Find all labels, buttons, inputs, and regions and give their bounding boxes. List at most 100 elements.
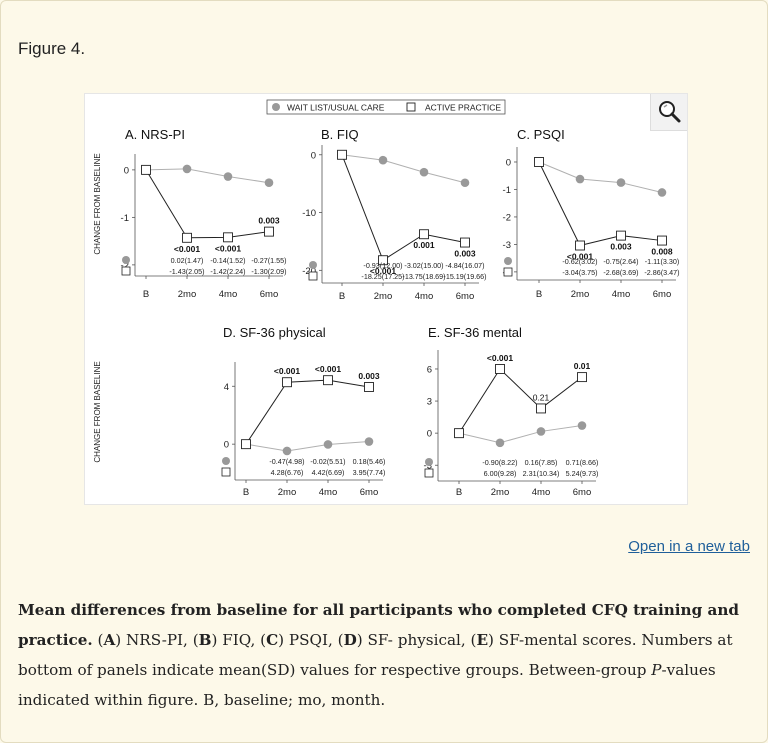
data-point-wait-list: [419, 167, 429, 177]
data-point-active: [364, 382, 374, 392]
x-tick-label: B: [339, 291, 345, 302]
stat-wait-list: -0.27(1.55): [251, 256, 286, 265]
x-tick-label: B: [456, 487, 462, 498]
y-tick-label: -20: [302, 266, 316, 277]
caption-segment: E: [476, 631, 489, 649]
stats-active-marker: [424, 468, 434, 478]
stat-wait-list: -4.84(16.07): [445, 261, 484, 270]
p-value-label: <0.001: [567, 252, 594, 262]
y-axis-label: CHANGE FROM BASELINE: [93, 153, 102, 254]
p-value-label: 0.003: [610, 242, 632, 252]
data-point-wait-list: [364, 437, 374, 446]
legend-box: [266, 99, 506, 115]
data-point-wait-list: [495, 438, 505, 448]
stat-active: 5.24(9.73): [566, 469, 599, 478]
caption-text: (A) NRS-PI, (B) FIQ, (C) PSQI, (D) SF- p…: [18, 631, 733, 709]
figure-image: WAIT LIST/USUAL CARE ACTIVE PRACTICE A. NR…: [84, 93, 688, 505]
x-tick-label: 6mo: [260, 289, 278, 300]
data-point-active: [141, 164, 151, 175]
magnify-button[interactable]: [650, 94, 687, 131]
stats-active-marker: [503, 267, 513, 277]
stats-wait-marker: [309, 261, 317, 269]
stat-active: -18.25(17.25): [361, 272, 404, 281]
stats-wait-marker: [504, 257, 512, 265]
p-value-label: 0.21: [533, 392, 550, 402]
caption-segment: ) FIQ, (: [211, 631, 267, 649]
data-point-active: [536, 403, 546, 414]
y-tick-label: 0: [506, 157, 511, 168]
stat-active: -1.42(2.24): [210, 267, 245, 276]
open-in-new-tab-link[interactable]: Open in a new tab: [628, 538, 750, 555]
p-value-label: 0.003: [358, 371, 380, 381]
data-point-active: [378, 255, 388, 266]
series-line-active: [245, 379, 370, 445]
data-point-active: [495, 364, 505, 374]
stat-active: 6.00(9.28): [484, 469, 517, 478]
stat-active: 4.42(6.69): [312, 468, 345, 477]
data-point-wait-list: [223, 172, 233, 181]
stat-wait-list: 0.02(1.47): [171, 256, 204, 265]
stats-wait-marker: [425, 458, 433, 466]
stats-active-marker: [121, 266, 131, 276]
stat-active: -13.75(18.69): [402, 272, 445, 281]
stats-active-marker: [221, 467, 231, 477]
x-tick-label: 4mo: [612, 289, 630, 300]
stat-wait-list: 0.71(8.66): [566, 458, 599, 467]
data-point-wait-list: [264, 178, 274, 187]
data-point-wait-list: [282, 446, 292, 456]
p-value-label: <0.001: [215, 243, 242, 253]
caption-segment: A: [103, 631, 116, 649]
series-line-wait-list: [458, 425, 583, 444]
x-tick-label: 2mo: [178, 289, 196, 300]
data-point-active: [534, 157, 544, 167]
x-tick-label: 4mo: [532, 487, 550, 498]
p-value-label: <0.001: [174, 244, 201, 254]
data-point-wait-list: [657, 188, 667, 197]
stat-wait-list: -0.62(3.02): [562, 257, 597, 266]
x-tick-label: 6mo: [573, 487, 591, 498]
stat-wait-list: -0.02(5.51): [310, 457, 345, 466]
x-tick-label: B: [536, 289, 542, 300]
legend-wait-marker: [272, 103, 280, 111]
series-line-active: [145, 169, 270, 239]
x-tick-label: 2mo: [374, 291, 392, 302]
y-tick-label: -3: [503, 240, 511, 251]
p-value-label: <0.001: [274, 366, 301, 376]
stat-active: -1.30(2.09): [251, 267, 286, 276]
stat-active: -1.43(2.05): [169, 267, 204, 276]
figure-label: Figure 4.: [18, 39, 86, 58]
series-line-wait-list: [538, 161, 663, 193]
legend-wait-label: WAIT LIST/USUAL CARE: [287, 103, 385, 113]
p-value-label: 0.003: [454, 249, 476, 259]
data-point-active: [323, 375, 333, 386]
data-point-active: [616, 230, 626, 241]
caption-title-end: .: [87, 631, 93, 649]
caption-segment: -values indicated within figure. B, base…: [18, 661, 716, 709]
data-point-active: [337, 149, 347, 160]
data-point-wait-list: [323, 440, 333, 449]
data-point-active: [460, 237, 470, 248]
legend-active-label: ACTIVE PRACTICE: [425, 103, 501, 113]
series-line-wait-list: [145, 168, 270, 184]
stat-wait-list: 0.18(5.46): [353, 457, 386, 466]
y-tick-label: -1: [503, 185, 511, 196]
series-line-active: [538, 161, 663, 247]
figure-chart: WAIT LIST/USUAL CARE ACTIVE PRACTICE A. NR…: [93, 99, 680, 498]
caption-segment: ) PSQI, (: [278, 631, 344, 649]
y-tick-label: -2: [121, 260, 129, 271]
panel-title: D. SF-36 physical: [223, 325, 326, 340]
stats-wait-marker: [222, 457, 230, 465]
x-tick-label: B: [143, 289, 149, 300]
panel-title: E. SF-36 mental: [428, 325, 522, 340]
data-point-active: [241, 439, 251, 450]
stat-active: -2.68(3.69): [603, 268, 638, 277]
stats-active-marker: [308, 271, 318, 281]
data-point-wait-list: [616, 178, 626, 187]
y-tick-label: 0: [311, 150, 316, 161]
panel-title: A. NRS-PI: [125, 127, 185, 142]
y-tick-label: 0: [224, 440, 229, 451]
panel-title: C. PSQI: [517, 127, 565, 142]
x-tick-label: 2mo: [278, 487, 296, 498]
y-tick-label: 4: [224, 382, 229, 393]
stat-active: -2.86(3.47): [644, 268, 679, 277]
